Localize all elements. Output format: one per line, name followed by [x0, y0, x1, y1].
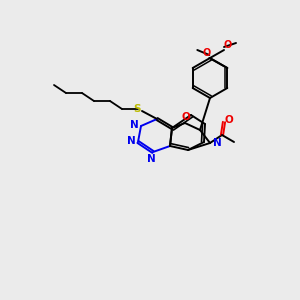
- Text: N: N: [147, 154, 155, 164]
- Text: O: O: [182, 112, 190, 122]
- Text: O: O: [224, 40, 232, 50]
- Text: N: N: [130, 120, 138, 130]
- Text: N: N: [213, 138, 221, 148]
- Text: N: N: [127, 136, 135, 146]
- Text: O: O: [202, 48, 210, 58]
- Text: O: O: [225, 115, 233, 125]
- Text: S: S: [133, 104, 141, 114]
